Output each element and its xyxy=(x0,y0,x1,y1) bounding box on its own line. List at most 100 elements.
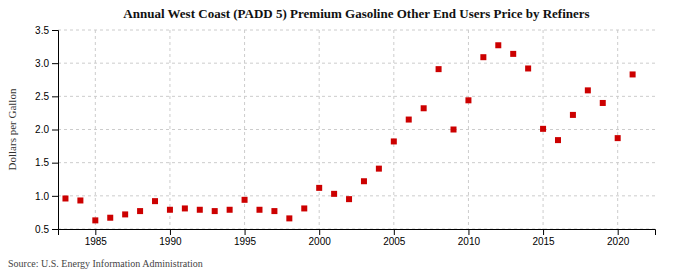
point xyxy=(331,191,337,197)
point xyxy=(316,185,322,191)
tick-label: 2010 xyxy=(458,236,481,247)
point xyxy=(600,100,606,106)
tick: 3.0 xyxy=(35,58,58,69)
point xyxy=(495,42,501,48)
title: Annual West Coast (PADD 5) Premium Gasol… xyxy=(123,6,589,21)
point xyxy=(361,178,367,184)
tick-mark xyxy=(394,229,395,235)
point xyxy=(137,208,143,214)
tick-label: 3.0 xyxy=(35,58,49,69)
grid-line xyxy=(169,30,170,229)
tick-mark xyxy=(52,163,58,164)
point xyxy=(242,197,248,203)
tick-mark xyxy=(319,229,320,235)
point xyxy=(122,211,128,217)
point xyxy=(540,126,546,132)
point xyxy=(510,51,516,57)
point xyxy=(271,208,277,214)
point xyxy=(451,127,457,133)
point xyxy=(227,207,233,213)
tick: 2010 xyxy=(458,229,481,247)
source: Source: U.S. Energy Information Administ… xyxy=(8,258,203,269)
tick-label: 0.5 xyxy=(35,224,49,235)
point xyxy=(256,207,262,213)
point xyxy=(436,66,442,72)
tick-mark xyxy=(468,229,469,235)
tick: 2.5 xyxy=(35,91,58,102)
point xyxy=(585,87,591,93)
point xyxy=(630,71,636,77)
point xyxy=(391,138,397,144)
tick: 2015 xyxy=(532,229,555,247)
tick-label: 1.5 xyxy=(35,157,49,168)
tick-mark xyxy=(52,229,58,230)
tick: 2000 xyxy=(309,229,332,247)
tick-mark xyxy=(95,229,96,235)
tick-label: 2015 xyxy=(532,236,555,247)
y-axis: 0.5 1.0 1.5 2.0 2.5 3.0 3.5 xyxy=(35,25,58,235)
tick-label: 1990 xyxy=(159,236,182,247)
point xyxy=(182,205,188,211)
point xyxy=(525,65,531,71)
grid-line xyxy=(58,129,655,130)
tick-label: 2.0 xyxy=(35,124,49,135)
tick-mark xyxy=(52,130,58,131)
chart: 1985 1990 1995 2000 2005 2010 2015 2020 0.5 1.0 1.… xyxy=(0,0,675,275)
point xyxy=(62,195,68,201)
grid-line xyxy=(58,63,655,64)
grid xyxy=(58,30,655,229)
grid-line xyxy=(58,162,655,163)
point xyxy=(167,207,173,213)
tick: 1.5 xyxy=(35,157,58,168)
point xyxy=(197,207,203,213)
plot: 1985 1990 1995 2000 2005 2010 2015 2020 0.5 1.0 1.… xyxy=(35,25,655,247)
point xyxy=(465,97,471,103)
x-axis: 1985 1990 1995 2000 2005 2010 2015 2020 xyxy=(59,229,656,247)
tick: 1990 xyxy=(159,229,182,247)
tick: 2020 xyxy=(607,229,630,247)
points xyxy=(62,42,635,223)
tick-mark xyxy=(52,96,58,97)
point xyxy=(107,215,113,221)
tick: 2.0 xyxy=(35,124,58,135)
point xyxy=(212,208,218,214)
point xyxy=(152,198,158,204)
tick: 2005 xyxy=(383,229,406,247)
tick-mark xyxy=(52,196,58,197)
tick-mark xyxy=(170,229,171,235)
tick-label: 1985 xyxy=(85,236,108,247)
point xyxy=(406,117,412,123)
grid-line xyxy=(58,96,655,97)
tick-mark xyxy=(52,63,58,64)
y-axis-title: Dollars per Gallon xyxy=(6,88,18,170)
point xyxy=(286,215,292,221)
tick: 1.0 xyxy=(35,191,58,202)
tick-mark xyxy=(618,229,619,235)
tick-label: 1995 xyxy=(234,236,257,247)
tick-mark xyxy=(52,30,58,31)
point xyxy=(570,112,576,118)
point xyxy=(77,197,83,203)
axis-line xyxy=(59,230,656,236)
tick-label: 2020 xyxy=(607,236,630,247)
tick-label: 1.0 xyxy=(35,191,49,202)
tick: 1985 xyxy=(85,229,108,247)
point xyxy=(376,166,382,172)
axis-line xyxy=(52,31,59,230)
tick-mark xyxy=(245,229,246,235)
tick: 3.5 xyxy=(35,25,58,36)
tick-label: 2000 xyxy=(309,236,332,247)
tick-label: 3.5 xyxy=(35,25,49,36)
point xyxy=(301,205,307,211)
point xyxy=(480,54,486,60)
tick: 0.5 xyxy=(35,224,58,235)
point xyxy=(92,217,98,223)
grid-line xyxy=(58,195,655,196)
grid-line xyxy=(58,30,655,31)
point xyxy=(421,105,427,111)
point xyxy=(346,196,352,202)
tick: 1995 xyxy=(234,229,257,247)
tick-mark xyxy=(543,229,544,235)
tick-label: 2005 xyxy=(383,236,406,247)
point xyxy=(615,135,621,141)
